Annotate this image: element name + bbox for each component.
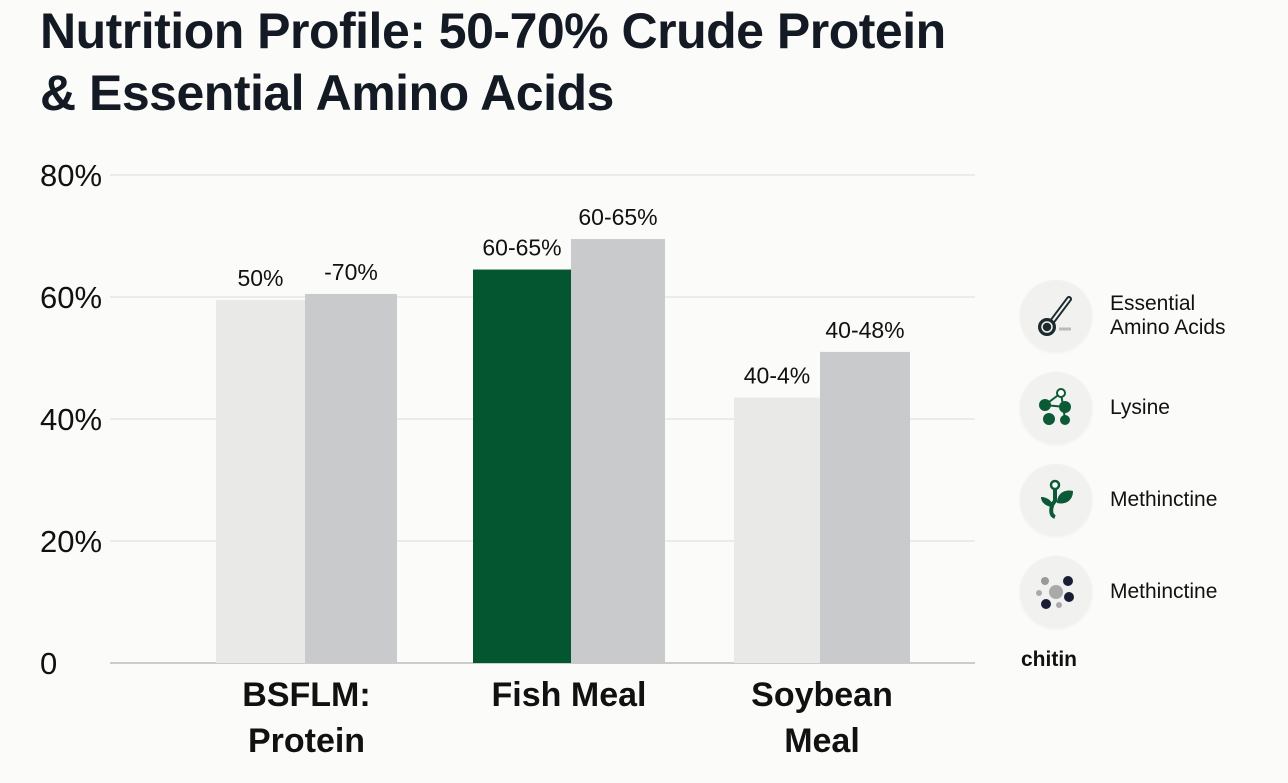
x-category-label: Fish Meal [492,676,647,714]
bar [473,269,571,663]
bar [216,300,305,663]
x-category-label: Meal [784,722,860,760]
legend-label: Methinctine [1110,488,1218,511]
legend: Essential Amino Acids Lysine Methinctine… [1020,270,1280,638]
bar-value-label: -70% [324,259,378,285]
bar-value-label: 40-4% [744,363,810,389]
chitin-label: chitin [1021,648,1077,671]
y-tick-label: 40% [40,402,102,437]
molecule-icon [1020,372,1092,444]
bar [820,351,910,663]
bar-value-label: 40-48% [825,317,904,343]
chart-title: Nutrition Profile: 50-70% Crude Protein … [40,0,946,124]
bar [305,293,397,663]
title-line-2: & Essential Amino Acids [40,65,614,121]
y-tick-label: 60% [40,280,102,315]
x-category-label: Protein [248,722,365,760]
legend-label: Methinctine [1110,580,1218,603]
y-tick-label: 20% [40,524,102,559]
sprout-icon [1020,464,1092,536]
bar [734,397,820,663]
title-line-1: Nutrition Profile: 50-70% Crude Protein [40,3,946,59]
legend-label: Essential Amino Acids [1110,292,1226,339]
spoon-icon [1020,280,1092,352]
bar-chart: 0 20% 40% 60% 80% 50% -70% BSFLM: Protein 60-65% 6… [40,158,975,760]
bar [571,239,665,664]
legend-item-methinctine: Methinctine [1020,454,1280,546]
legend-item-methinctine-2: Methinctine [1020,546,1280,638]
legend-item-essential-amino-acids: Essential Amino Acids [1020,270,1280,362]
x-category-label: Soybean [751,676,893,714]
legend-item-lysine: Lysine [1020,362,1280,454]
y-tick-label: 80% [40,158,102,193]
x-category-label: BSFLM: [242,676,370,714]
bar-value-label: 60-65% [578,204,657,230]
bar-value-label: 60-65% [482,235,561,261]
bar-value-label: 50% [237,265,283,291]
legend-label: Lysine [1110,396,1170,419]
y-tick-label: 0 [40,646,57,681]
dots-icon [1020,556,1092,628]
